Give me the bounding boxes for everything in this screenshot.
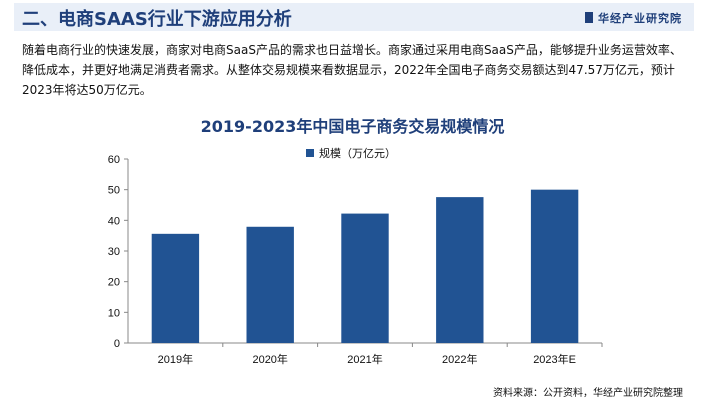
brand-logo-icon xyxy=(585,12,593,23)
section-title: 二、电商SAAS行业下游应用分析 xyxy=(22,9,292,30)
y-tick-label: 30 xyxy=(108,246,120,258)
legend-swatch xyxy=(306,149,314,157)
y-tick-label: 0 xyxy=(114,338,120,350)
y-tick-label: 50 xyxy=(108,185,120,197)
brand: 华经产业研究院 xyxy=(585,10,682,26)
chart-title: 2019-2023年中国电子商务交易规模情况 xyxy=(200,117,505,136)
bar-2020年 xyxy=(246,226,294,343)
x-tick-label: 2019年 xyxy=(158,352,193,366)
bar-2022年 xyxy=(436,197,484,343)
chart-legend: 规模（万亿元） xyxy=(306,145,396,161)
y-tick-label: 10 xyxy=(108,307,120,319)
x-tick-label: 2021年 xyxy=(347,352,382,366)
bar-2023年E xyxy=(530,189,579,343)
y-tick-label: 20 xyxy=(108,277,120,289)
y-tick-label: 60 xyxy=(108,154,120,166)
x-tick-label: 2022年 xyxy=(442,352,477,366)
x-tick-label: 2020年 xyxy=(252,352,287,366)
bar-2019年 xyxy=(151,233,200,343)
y-tick-label: 40 xyxy=(108,215,120,227)
intro-paragraph: 随着电商行业的快速发展，商家对电商SaaS产品的需求也日益增长。商家通过采用电商… xyxy=(22,43,682,97)
section-header: 二、电商SAAS行业下游应用分析 华经产业研究院 xyxy=(14,3,694,31)
x-tick-label: 2023年E xyxy=(533,352,576,366)
legend-label: 规模（万亿元） xyxy=(319,147,396,160)
brand-name: 华经产业研究院 xyxy=(598,12,682,25)
bar-2021年 xyxy=(341,213,389,343)
source-note: 资料来源：公开资料，华经产业研究院整理 xyxy=(493,388,683,399)
